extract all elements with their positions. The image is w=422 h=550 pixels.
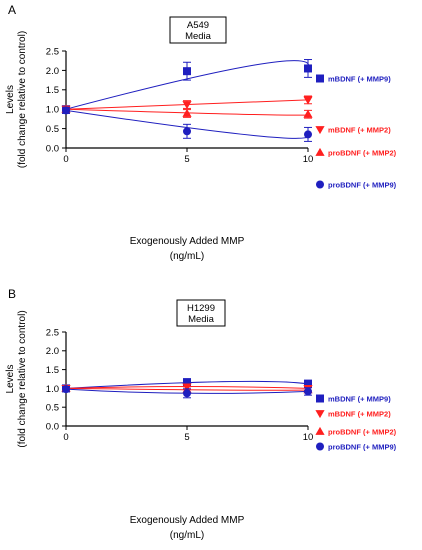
x-tick-label: 10 <box>303 432 314 443</box>
legend-label: mBDNF (+ MMP9) <box>328 75 391 84</box>
series-3: proBDNF (+ MMP9) <box>62 106 397 190</box>
data-point <box>304 387 312 396</box>
y-tick-label: 0.0 <box>46 143 59 154</box>
y-tick-label: 2.5 <box>46 327 59 338</box>
y-tick-label: 1.0 <box>46 105 59 116</box>
data-point <box>182 101 192 110</box>
legend-marker <box>316 74 324 83</box>
x-axis-title: Exogenously Added MMP <box>130 236 245 247</box>
y-tick-label: 2.5 <box>46 46 59 57</box>
panel-letter: B <box>8 287 16 301</box>
title-box <box>176 299 226 327</box>
series-0: mBDNF (+ MMP9) <box>62 59 391 114</box>
legend-label: mBDNF (+ MMP9) <box>328 395 391 404</box>
data-point <box>183 67 191 76</box>
data-point <box>304 130 312 139</box>
y-tick-label: 2.0 <box>46 346 59 357</box>
x-axis-title: Exogenously Added MMP <box>130 515 245 526</box>
series-2: proBDNF (+ MMP2) <box>61 104 397 158</box>
legend-marker <box>316 442 324 451</box>
series-1: mBDNF (+ MMP2) <box>61 95 391 135</box>
y-tick-label: 0.5 <box>46 124 59 135</box>
legend-label: mBDNF (+ MMP2) <box>328 126 391 135</box>
y-axis-title: Levels <box>5 365 16 394</box>
x-tick-label: 0 <box>63 432 68 443</box>
legend-label: mBDNF (+ MMP2) <box>328 410 391 419</box>
legend-marker <box>316 394 324 403</box>
data-point <box>303 109 313 118</box>
y-tick-label: 2.0 <box>46 66 59 77</box>
x-tick-label: 5 <box>184 432 189 443</box>
chart-title-line: Media <box>185 31 212 42</box>
data-point <box>304 64 312 73</box>
y-axis-title: (fold change relative to control) <box>17 310 28 447</box>
panel-letter: A <box>8 3 16 17</box>
y-tick-label: 1.0 <box>46 384 59 395</box>
chart-title-line: H1299 <box>187 303 215 314</box>
fit-curve <box>65 60 310 110</box>
y-tick-label: 0.5 <box>46 403 59 414</box>
chart-title-line: Media <box>188 314 215 325</box>
fit-curve <box>65 387 309 391</box>
legend-marker <box>315 126 325 135</box>
legend-label: proBDNF (+ MMP2) <box>328 149 397 158</box>
data-point <box>183 378 191 387</box>
legend-marker <box>316 180 324 189</box>
legend-label: proBDNF (+ MMP2) <box>328 428 397 437</box>
x-axis-title: (ng/mL) <box>170 251 204 262</box>
data-point <box>183 389 191 398</box>
fit-curve <box>65 380 309 389</box>
y-axis-title: (fold change relative to control) <box>17 31 28 168</box>
data-point <box>304 379 312 388</box>
legend-marker <box>315 426 325 435</box>
y-tick-label: 1.5 <box>46 85 59 96</box>
y-tick-label: 0.0 <box>46 421 59 432</box>
x-tick-label: 5 <box>184 154 189 165</box>
legend-label: proBDNF (+ MMP9) <box>328 181 397 190</box>
chart-title-line: A549 <box>187 20 209 31</box>
data-point <box>182 108 192 117</box>
legend-label: proBDNF (+ MMP9) <box>328 443 397 452</box>
y-axis-title: Levels <box>5 85 16 114</box>
x-tick-label: 10 <box>303 154 314 165</box>
data-point <box>183 127 191 136</box>
legend-marker <box>315 147 325 156</box>
legend-marker <box>315 410 325 419</box>
series-3: proBDNF (+ MMP9) <box>62 385 397 452</box>
x-tick-label: 0 <box>63 154 68 165</box>
data-point <box>62 106 70 115</box>
data-point <box>62 385 70 394</box>
x-axis-title: (ng/mL) <box>170 530 204 541</box>
title-box <box>169 16 227 44</box>
data-point <box>303 96 313 105</box>
y-tick-label: 1.5 <box>46 365 59 376</box>
